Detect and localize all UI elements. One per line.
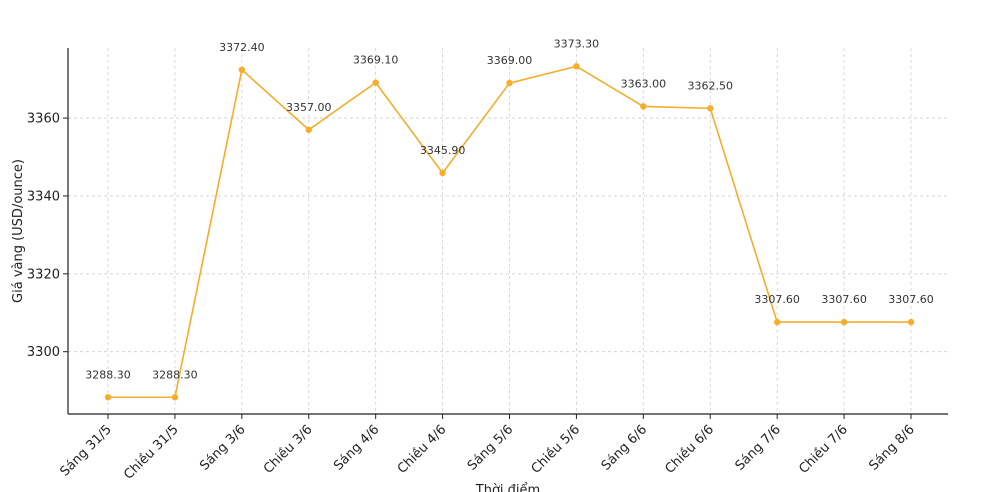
data-label: 3362.50	[688, 79, 734, 92]
data-label: 3307.60	[888, 293, 934, 306]
x-tick-label: Sáng 5/6	[465, 422, 516, 473]
y-axis-ticks: 3300 3320 3340 3360	[27, 112, 68, 360]
data-label: 3363.00	[621, 77, 667, 90]
x-tick-label: Chiều 31/5	[121, 422, 181, 482]
x-tick-label: Chiều 3/6	[261, 422, 316, 477]
series-points	[104, 63, 915, 401]
x-tick-label: Chiều 4/6	[395, 422, 450, 477]
data-label: 3345.90	[420, 144, 466, 157]
x-axis-ticks: Sáng 31/5 Chiều 31/5 Sáng 3/6 Chiều 3/6 Sáng…	[58, 414, 918, 483]
data-point	[907, 318, 915, 326]
y-tick-label: 3340	[27, 189, 60, 204]
data-label: 3373.30	[554, 37, 600, 50]
x-tick-label: Sáng 8/6	[866, 422, 917, 473]
data-label: 3288.30	[152, 368, 198, 381]
data-label: 3307.60	[821, 293, 867, 306]
data-point	[773, 318, 781, 326]
y-tick-label: 3300	[27, 345, 60, 360]
data-point	[171, 394, 179, 401]
data-point	[506, 79, 513, 87]
axes	[67, 48, 948, 415]
grid	[68, 48, 948, 414]
data-point	[573, 63, 580, 70]
y-tick-label: 3320	[27, 267, 60, 282]
data-label: 3357.00	[286, 101, 332, 114]
data-point	[305, 126, 312, 133]
data-point	[372, 79, 379, 86]
data-point	[439, 169, 446, 177]
x-tick-label: Chiều 6/6	[662, 422, 717, 477]
data-label: 3372.40	[219, 41, 265, 54]
y-tick-label: 3360	[27, 112, 60, 127]
data-point	[238, 66, 246, 74]
data-labels: 3288.30 3288.30 3372.40 3357.00 3369.10 3345.…	[85, 37, 934, 381]
x-tick-label: Sáng 31/5	[58, 422, 115, 479]
x-tick-label: Sáng 4/6	[331, 422, 382, 473]
x-tick-label: Sáng 7/6	[733, 422, 784, 473]
x-tick-label: Chiều 7/6	[796, 422, 851, 477]
x-tick-label: Sáng 6/6	[599, 422, 650, 473]
x-tick-label: Chiều 5/6	[529, 422, 584, 477]
data-point	[104, 394, 112, 401]
data-label: 3307.60	[754, 293, 800, 306]
x-axis-title: Thời điểm	[475, 483, 540, 492]
data-label: 3288.30	[85, 368, 131, 381]
data-label: 3369.00	[487, 54, 533, 67]
y-axis-title: Giá vàng (USD/ounce)	[11, 159, 26, 303]
data-point	[707, 105, 714, 112]
data-label: 3369.10	[353, 54, 399, 67]
data-point	[840, 318, 848, 326]
data-point	[640, 103, 647, 110]
x-tick-label: Sáng 3/6	[197, 422, 248, 473]
